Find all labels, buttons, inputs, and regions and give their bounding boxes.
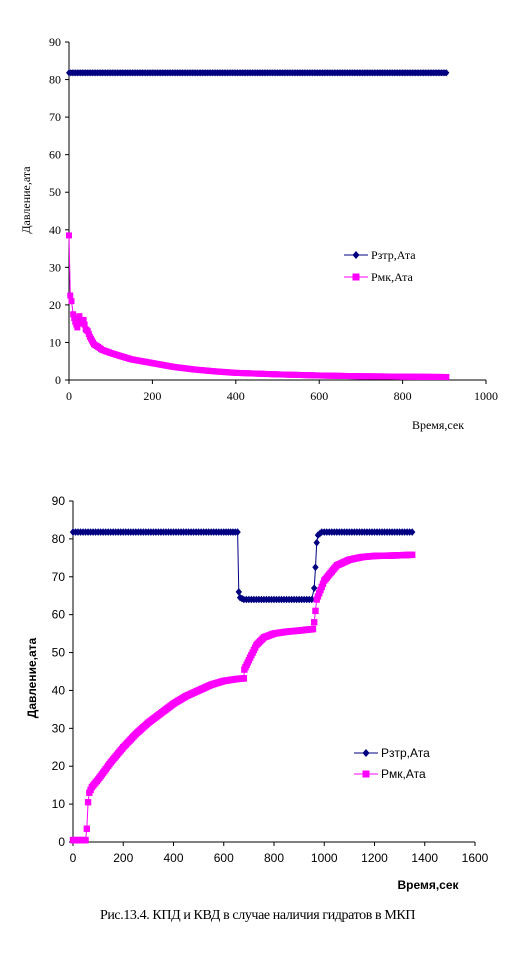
top-x-axis-label: Время,сек — [412, 418, 464, 432]
top-y-tick-label: 0 — [55, 373, 61, 387]
top-x-tick-label: 200 — [143, 389, 161, 403]
bottom-y-tick-label: 0 — [58, 835, 65, 849]
bottom-legend-marker-2 — [362, 770, 370, 778]
bottom-y-tick-label: 30 — [52, 721, 66, 735]
top-x-tick-label: 1000 — [474, 389, 498, 403]
top-legend-marker-2 — [352, 273, 360, 281]
bottom-series-2-point — [240, 675, 248, 682]
bottom-series-2-point — [82, 836, 89, 844]
bottom-series-1-point — [234, 528, 241, 536]
top-series-2-point — [74, 324, 81, 331]
top-series-2-point — [71, 315, 78, 322]
top-y-tick-label: 70 — [49, 110, 61, 124]
bottom-x-tick-label: 1200 — [361, 851, 388, 865]
bottom-y-tick-label: 20 — [52, 759, 66, 773]
top-y-tick-label: 40 — [49, 223, 61, 237]
top-y-tick-label: 50 — [49, 185, 61, 199]
bottom-y-tick-label: 80 — [52, 532, 66, 546]
bottom-x-axis-label: Время,сек — [397, 878, 459, 892]
bottom-y-tick-label: 70 — [52, 570, 66, 584]
top-legend-label-1: Рзтр,Ата — [371, 248, 416, 262]
bottom-x-tick-label: 1400 — [411, 851, 438, 865]
top-series-2-point — [67, 292, 74, 299]
bottom-x-tick-label: 1600 — [462, 851, 489, 865]
top-y-axis-label: Давление,ата — [19, 166, 33, 234]
top-x-tick-label: 400 — [227, 389, 245, 403]
bottom-legend-label-1: Рзтр,Ата — [381, 746, 430, 760]
top-legend-marker-1 — [352, 251, 360, 259]
bottom-series-1-point — [311, 584, 318, 592]
top-series-2-point — [81, 321, 88, 328]
bottom-series-1-line — [73, 531, 413, 600]
bottom-legend-label-2: Рмк,Ата — [381, 767, 426, 781]
bottom-series-2-point — [408, 551, 416, 559]
bottom-series-2-point — [84, 799, 92, 806]
top-y-tick-label: 30 — [49, 260, 61, 274]
chart-pressure-bottom: 0 10 20 30 40 50 60 70 80 90 0 200 400 600 800 1000 1200… — [25, 494, 489, 892]
top-legend-label-2: Рмк,Ата — [371, 270, 414, 284]
top-series-1-point — [443, 69, 450, 77]
top-series-2-point — [68, 298, 75, 305]
bottom-series-2-point — [83, 825, 91, 832]
figure-caption: Рис.13.4. КПД и КВД в случае наличия гид… — [99, 908, 416, 923]
top-y-tick-label: 20 — [49, 298, 61, 312]
bottom-series-1-point — [312, 563, 319, 572]
bottom-x-tick-label: 400 — [163, 851, 183, 865]
bottom-x-tick-label: 800 — [264, 851, 284, 865]
bottom-y-tick-label: 40 — [52, 683, 66, 697]
bottom-series-1-point — [408, 528, 416, 536]
bottom-x-tick-label: 1000 — [311, 851, 338, 865]
top-series-2-point — [443, 373, 450, 380]
top-y-tick-label: 90 — [49, 35, 61, 49]
top-x-tick-label: 800 — [394, 389, 412, 403]
chart-pressure-top: 0 10 20 30 40 50 60 70 80 90 0 200 400 600 800 1000 Врем… — [19, 35, 498, 432]
top-series-2-point — [80, 316, 87, 323]
top-series-2-point — [76, 313, 83, 320]
top-series-2-point — [70, 311, 77, 318]
bottom-y-tick-label: 10 — [52, 797, 66, 811]
top-y-tick-label: 10 — [49, 335, 61, 349]
top-x-tick-label: 600 — [310, 389, 328, 403]
bottom-x-tick-label: 0 — [70, 851, 77, 865]
bottom-legend-marker-1 — [362, 749, 370, 757]
bottom-series-2-point — [312, 607, 319, 615]
bottom-series-2-point — [309, 625, 317, 633]
bottom-y-tick-label: 90 — [52, 494, 66, 508]
top-series-2-point — [66, 232, 72, 239]
top-y-tick-label: 80 — [49, 73, 61, 87]
bottom-series-1-point — [313, 538, 320, 547]
bottom-x-tick-label: 200 — [113, 851, 133, 865]
bottom-x-tick-label: 600 — [214, 851, 234, 865]
top-y-tick-label: 60 — [49, 148, 61, 162]
bottom-y-tick-label: 50 — [52, 646, 66, 660]
top-x-tick-label: 0 — [66, 389, 72, 403]
bottom-series-2-point — [311, 619, 318, 626]
bottom-y-axis-label: Давление,ата — [25, 637, 39, 718]
bottom-y-tick-label: 60 — [52, 608, 66, 622]
bottom-series-1-point — [235, 588, 243, 596]
